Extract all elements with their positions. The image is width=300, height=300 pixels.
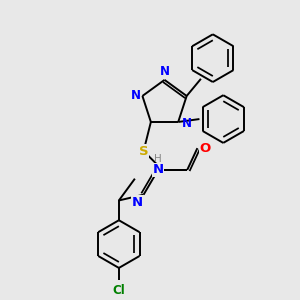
Text: Cl: Cl bbox=[112, 284, 125, 297]
Text: H: H bbox=[154, 154, 162, 164]
Text: O: O bbox=[200, 142, 211, 154]
Text: N: N bbox=[160, 65, 170, 78]
Text: N: N bbox=[132, 196, 143, 209]
Text: N: N bbox=[182, 117, 192, 130]
Text: S: S bbox=[139, 145, 148, 158]
Text: N: N bbox=[131, 89, 141, 102]
Text: N: N bbox=[153, 164, 164, 176]
